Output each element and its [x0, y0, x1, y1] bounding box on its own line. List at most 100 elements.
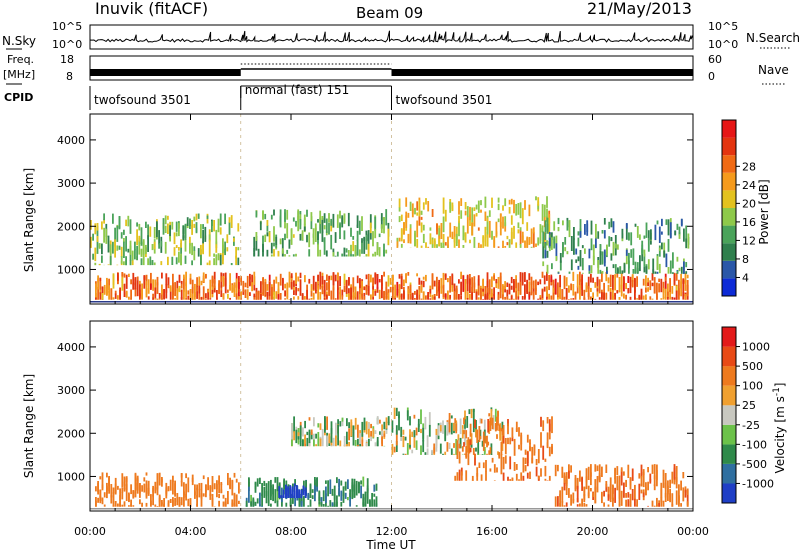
heatmap-cell: [257, 290, 260, 300]
heatmap-cell: [140, 248, 143, 257]
heatmap-cell: [145, 281, 148, 295]
heatmap-cell: [643, 253, 646, 268]
heatmap-cell: [438, 286, 440, 299]
heatmap-cell: [406, 443, 409, 455]
heatmap-cell: [601, 230, 604, 234]
heatmap-cell: [167, 256, 169, 266]
heatmap-cell: [620, 467, 623, 472]
heatmap-cell: [612, 241, 615, 250]
heatmap-cell: [314, 227, 317, 242]
heatmap-cell: [680, 281, 682, 297]
heatmap-cell: [592, 492, 594, 497]
heatmap-cell: [114, 240, 116, 258]
freq-band-seg1: [90, 69, 241, 76]
heatmap-cell: [98, 263, 101, 266]
heatmap-cell: [532, 288, 535, 294]
power-heatmap: [90, 114, 693, 304]
heatmap-cell: [447, 290, 449, 300]
heatmap-cell: [106, 282, 108, 296]
heatmap-cell: [339, 286, 341, 295]
heatmap-cell: [645, 266, 648, 274]
heatmap-cell: [515, 204, 518, 216]
heatmap-cell: [643, 235, 646, 239]
heatmap-cell: [158, 472, 161, 486]
heatmap-cell: [577, 237, 580, 247]
heatmap-cell: [165, 490, 168, 499]
heatmap-cell: [515, 242, 518, 248]
heatmap-cell: [634, 277, 636, 293]
heatmap-cell: [145, 472, 148, 476]
heatmap-cell: [304, 296, 306, 300]
heatmap-cell: [471, 277, 473, 293]
heatmap-cell: [313, 417, 315, 427]
heatmap-cell: [398, 414, 400, 431]
heatmap-cell: [486, 215, 489, 230]
heatmap-cell: [385, 209, 388, 226]
heatmap-cell: [623, 293, 625, 299]
heatmap-cell: [400, 214, 403, 221]
heatmap-cell: [276, 500, 279, 507]
heatmap-cell: [484, 286, 487, 300]
heatmap-cell: [469, 239, 471, 244]
heatmap-cell: [96, 225, 99, 238]
heatmap-cell: [291, 488, 294, 497]
heatmap-cell: [559, 260, 562, 271]
heatmap-cell: [447, 278, 449, 283]
heatmap-cell: [156, 473, 159, 489]
heatmap-cell: [476, 473, 479, 477]
heatmap-cell: [376, 242, 379, 256]
heatmap-cell: [532, 291, 535, 300]
heatmap-cell: [213, 253, 215, 257]
heatmap-cell: [630, 249, 633, 258]
heatmap-cell: [213, 286, 216, 293]
heatmap-cell: [634, 261, 637, 274]
heatmap-cell: [103, 218, 105, 224]
heatmap-cell: [446, 423, 449, 435]
heatmap-cell: [293, 280, 295, 287]
heatmap-cell: [649, 296, 652, 300]
heatmap-cell: [461, 429, 464, 439]
heatmap-cell: [669, 479, 671, 489]
heatmap-cell: [471, 291, 473, 300]
heatmap-cell: [325, 218, 328, 233]
heatmap-cell: [675, 477, 678, 489]
heatmap-cell: [564, 247, 567, 252]
heatmap-cell: [598, 279, 601, 294]
heatmap-cell: [322, 490, 325, 502]
heatmap-cell: [449, 201, 452, 213]
heatmap-cell: [614, 293, 616, 300]
heatmap-cell: [209, 279, 212, 288]
heatmap-cell: [321, 217, 324, 234]
heatmap-cell: [627, 276, 630, 283]
heatmap-cell: [213, 483, 216, 490]
heatmap-cell: [363, 286, 366, 291]
heatmap-cell: [480, 418, 483, 424]
heatmap-cell: [464, 453, 466, 455]
heatmap-cell: [676, 256, 679, 262]
heatmap-cell: [300, 489, 303, 499]
heatmap-cell: [213, 258, 215, 266]
heatmap-cell: [285, 502, 288, 507]
heatmap-cell: [544, 478, 547, 481]
heatmap-cell: [500, 427, 503, 432]
heatmap-cell: [295, 429, 298, 444]
heatmap-cell: [310, 216, 313, 230]
heatmap-cell: [642, 492, 645, 498]
colorbar-tick-label: -500: [742, 458, 767, 471]
heatmap-cell: [337, 287, 339, 300]
colorbar-cell: [722, 172, 736, 191]
heatmap-cell: [555, 243, 558, 260]
heatmap-cell: [499, 430, 502, 441]
heatmap-cell: [524, 240, 526, 248]
heatmap-cell: [656, 497, 658, 507]
heatmap-cell: [273, 279, 275, 295]
heatmap-cell: [206, 262, 209, 266]
heatmap-cell: [651, 500, 654, 507]
heatmap-cell: [488, 413, 491, 417]
heatmap-cell: [141, 485, 143, 492]
heatmap-cell: [274, 477, 277, 483]
heatmap-cell: [353, 487, 356, 498]
heatmap-cell: [297, 288, 300, 292]
heatmap-cell: [266, 225, 269, 232]
heatmap-cell: [302, 427, 304, 437]
